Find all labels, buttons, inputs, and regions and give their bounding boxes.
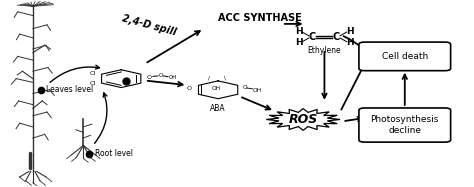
Text: C: C (333, 32, 340, 42)
Text: Ethylene: Ethylene (308, 46, 341, 55)
Text: O: O (187, 86, 191, 91)
Text: OH: OH (211, 86, 220, 91)
FancyBboxPatch shape (359, 108, 451, 142)
Text: Cell death: Cell death (382, 52, 428, 61)
Text: OH: OH (168, 75, 177, 80)
Polygon shape (266, 109, 340, 130)
Text: Cl: Cl (90, 71, 96, 76)
Text: OH: OH (253, 88, 262, 93)
Text: \: \ (224, 76, 226, 81)
Text: H: H (346, 27, 353, 36)
Text: 2,4-D spill: 2,4-D spill (121, 14, 178, 38)
Text: ABA: ABA (210, 104, 226, 113)
Text: /: / (208, 76, 210, 81)
Text: O: O (243, 85, 247, 90)
Text: ROS: ROS (289, 113, 318, 126)
Text: C: C (309, 32, 316, 42)
Text: H: H (296, 27, 303, 36)
Text: Photosynthesis
decline: Photosynthesis decline (371, 115, 439, 135)
FancyBboxPatch shape (359, 42, 451, 71)
Text: Root level: Root level (95, 149, 133, 158)
Text: H: H (296, 38, 303, 47)
Text: ACC SYNTHASE: ACC SYNTHASE (218, 13, 302, 23)
Text: H: H (346, 38, 353, 47)
Text: Leaves level: Leaves level (46, 85, 93, 94)
Text: O: O (146, 75, 151, 80)
Text: Cl: Cl (90, 82, 96, 87)
Text: O: O (158, 73, 163, 78)
